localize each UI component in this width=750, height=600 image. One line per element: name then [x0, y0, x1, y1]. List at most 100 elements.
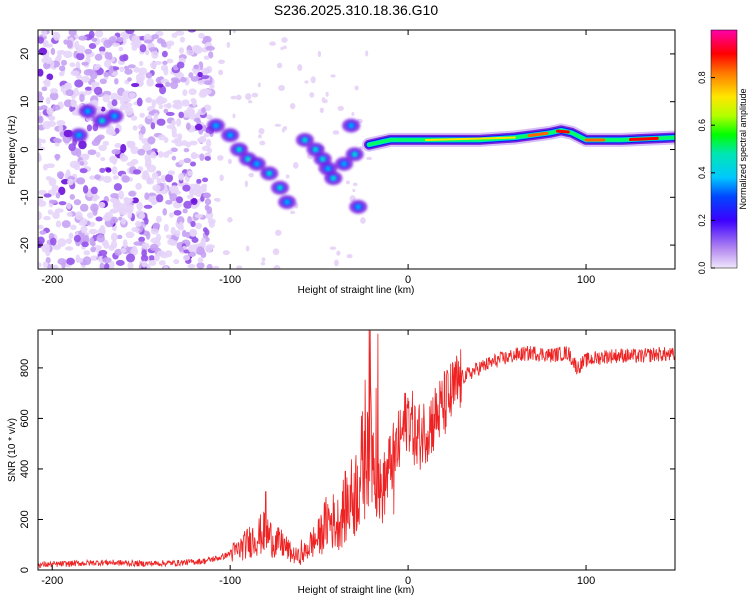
snr-frame — [37, 329, 676, 571]
heatmap-noise-cell — [168, 212, 174, 218]
heatmap-noise-cell — [150, 151, 157, 159]
heatmap-noise-cell — [89, 71, 98, 80]
heatmap-noise-cell — [290, 210, 296, 215]
heatmap-noise-cell — [337, 105, 344, 111]
heatmap-noise-cell — [227, 158, 232, 165]
heatmap-noise-cell — [182, 89, 188, 97]
heatmap-cluster-core — [85, 109, 91, 114]
heatmap-noise-cell — [65, 238, 73, 244]
heatmap-noise-cell — [167, 170, 176, 176]
heatmap-noise-cell — [200, 239, 206, 248]
colorbar-ticks: 0.0 0.2 0.4 0.6 0.8 — [697, 71, 715, 274]
heatmap-noise-cell — [75, 254, 81, 263]
heatmap-noise-cell — [133, 66, 141, 73]
heatmap-cluster-core — [245, 157, 251, 162]
heatmap-noise-cell — [109, 155, 118, 164]
heatmap-noise-cell — [38, 95, 44, 102]
heatmap-noise-cell — [110, 232, 118, 242]
snr-x-tick-label: -100 — [219, 575, 241, 587]
heatmap-noise-cell — [66, 40, 73, 49]
heatmap-noise-cell — [44, 56, 53, 64]
heatmap-noise-cell — [150, 200, 157, 206]
heatmap-noise-cell — [143, 204, 153, 209]
heatmap-noise-cell — [135, 220, 142, 228]
colorbar-label: Normalized spectral amplitude — [738, 88, 748, 209]
heatmap-noise-cell — [159, 97, 168, 104]
heatmap-noise-cell — [39, 230, 47, 235]
heatmap-noise-cell — [112, 42, 120, 47]
heatmap-noise-cell — [258, 127, 265, 135]
heatmap-noise-cell — [56, 50, 66, 55]
heatmap-noise-cell — [199, 153, 205, 162]
heatmap-noise-cell — [227, 217, 233, 223]
heatmap-noise-cell — [352, 188, 356, 193]
heatmap-noise-cell — [200, 74, 210, 80]
heatmap-noise-cell — [191, 237, 199, 243]
heatmap-noise-cell — [172, 99, 182, 105]
heatmap-noise-cell — [76, 52, 85, 61]
heatmap-noise-cell — [91, 240, 96, 247]
heatmap-noise-cell — [151, 34, 159, 40]
heatmap-noise-cell — [156, 194, 164, 203]
heatmap-noise-cell — [190, 197, 198, 206]
colorbar-tick-label: 0.6 — [697, 119, 707, 132]
heatmap-noise-cell — [188, 88, 197, 96]
heatmap-noise-cell — [165, 234, 172, 239]
heatmap-noise-cell — [261, 257, 266, 263]
heatmap-noise-cell — [203, 80, 213, 86]
heatmap-noise-cell — [120, 217, 127, 225]
colorbar-gradient — [710, 29, 738, 269]
heatmap-noise-cell — [167, 238, 175, 246]
heatmap-noise-cell — [149, 243, 159, 252]
heatmap-noise-cell — [276, 62, 283, 69]
heatmap-noise-cell — [166, 124, 176, 129]
heatmap-noise-cell — [226, 41, 231, 48]
heatmap-noise-cell — [148, 47, 158, 52]
heatmap-noise-cell — [58, 71, 65, 77]
heatmap-cluster-core — [348, 123, 354, 128]
heatmap-cluster-core — [352, 152, 358, 157]
snr-y-ticks: 0 200 400 600 800 — [19, 359, 675, 573]
heatmap-noise-cell — [60, 85, 66, 93]
heatmap-noise-cell — [188, 113, 197, 120]
heatmap-noise-cell — [57, 238, 67, 247]
heatmap-noise-cell — [354, 85, 359, 91]
heatmap-noise-cell — [156, 177, 161, 184]
heatmap-noise-cell — [103, 241, 110, 249]
heatmap-noise-cell — [38, 138, 43, 144]
heatmap-noise-cell — [247, 100, 253, 104]
heatmap-noise-cell — [158, 104, 164, 110]
heatmap-noise-cell — [273, 264, 281, 269]
heatmap-noise-cell — [150, 227, 159, 235]
heatmap-noise-cell — [52, 264, 59, 269]
heatmap-noise-cell — [63, 99, 73, 108]
heatmap-noise-cell — [245, 245, 250, 252]
heatmap-noise-cell — [69, 193, 76, 200]
heatmap-noise-cell — [55, 153, 60, 161]
heatmap-noise-cell — [99, 225, 106, 234]
heatmap-noise-cell — [80, 153, 90, 159]
heatmap-noise-cell — [309, 92, 315, 98]
heatmap-noise-cell — [330, 74, 336, 78]
heatmap-noise-cell — [161, 50, 168, 58]
figure-title: S236.2025.310.18.36.G10 — [274, 2, 438, 18]
heatmap-cluster-core — [330, 176, 336, 181]
snr-x-axis-label: Height of straight line (km) — [298, 585, 415, 596]
heatmap-noise-cell — [66, 257, 75, 266]
heatmap-noise-cell — [91, 139, 100, 147]
heatmap-noise-cell — [116, 36, 124, 43]
heatmap-noise-cell — [194, 213, 204, 219]
heatmap-noise-cell — [204, 244, 213, 253]
heatmap-noise-cell — [137, 148, 146, 156]
heatmap-noise-cell — [148, 255, 155, 262]
heatmap-noise-cell — [190, 76, 199, 82]
heatmap-noise-cell — [46, 107, 54, 116]
heatmap-noise-cell — [176, 216, 185, 225]
heatmap-noise-cell — [131, 197, 139, 204]
heatmap-noise-cell — [100, 106, 106, 112]
heatmap-noise-cell — [230, 95, 237, 100]
heatmap-x-tick-label: 0 — [405, 274, 411, 286]
heatmap-noise-cell — [73, 87, 79, 97]
heatmap-noise-cell — [41, 243, 50, 248]
heatmap-noise-cell — [58, 201, 67, 206]
